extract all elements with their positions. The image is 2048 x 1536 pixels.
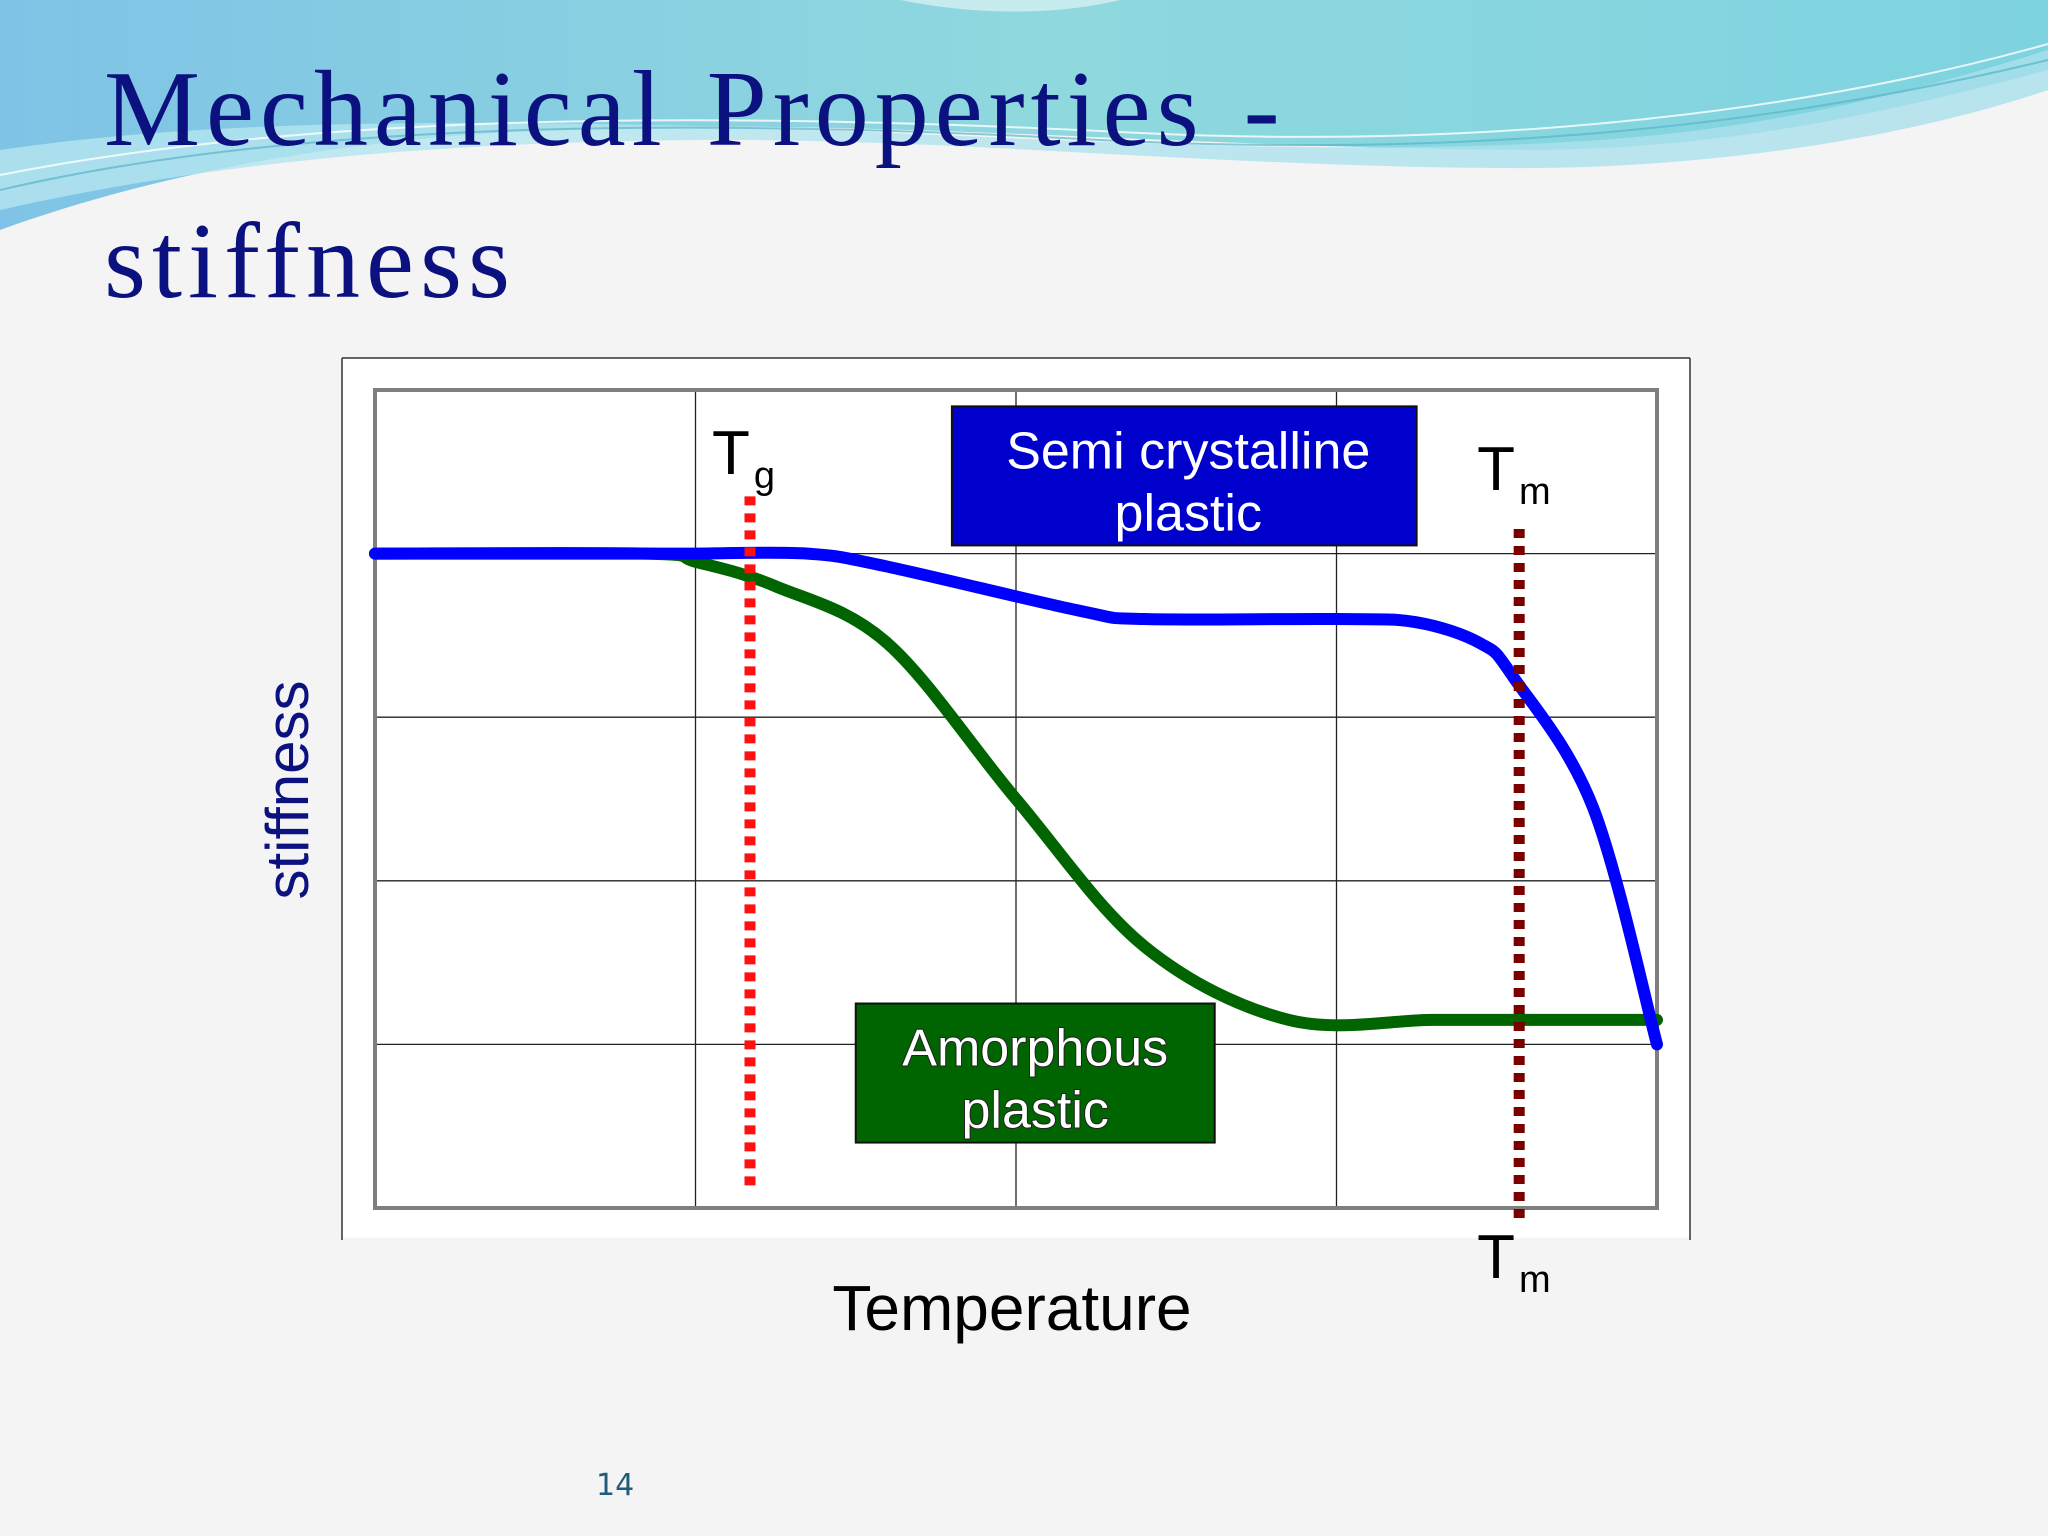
slide-title-line-2: stiffness [104, 202, 517, 321]
x-axis-label: Temperature [832, 1272, 1191, 1344]
series-line-semi-crystalline [369, 546, 1663, 1051]
amorphous-label-box-text-line-2: plastic [962, 1082, 1109, 1140]
plot-area-border [373, 388, 1659, 1210]
tg-label-letter: T [712, 419, 750, 488]
semi-crystalline-label-box [950, 405, 1418, 547]
slide-title-line-1: Mechanical Properties - [104, 50, 1286, 169]
y-axis-label: stiffness [254, 681, 321, 900]
tm-bottom-label-letter: T [1477, 1223, 1515, 1292]
page-number: 14 [596, 1468, 635, 1503]
tg-label-subscript: g [754, 455, 775, 497]
amorphous-label-box [854, 1002, 1216, 1144]
semi-crystalline-label-box-text-line-1: Semi crystalline [1006, 422, 1370, 480]
tm-top-label-letter: T [1477, 435, 1515, 504]
amorphous-label-box-text-line-1: Amorphous [902, 1020, 1168, 1078]
semi-crystalline-label-box-text-line-2: plastic [1115, 484, 1262, 542]
slide-title: Mechanical Properties - stiffness [104, 34, 1286, 338]
tm-top-label-subscript: m [1519, 471, 1551, 513]
tm-bottom-label-subscript: m [1519, 1259, 1551, 1301]
